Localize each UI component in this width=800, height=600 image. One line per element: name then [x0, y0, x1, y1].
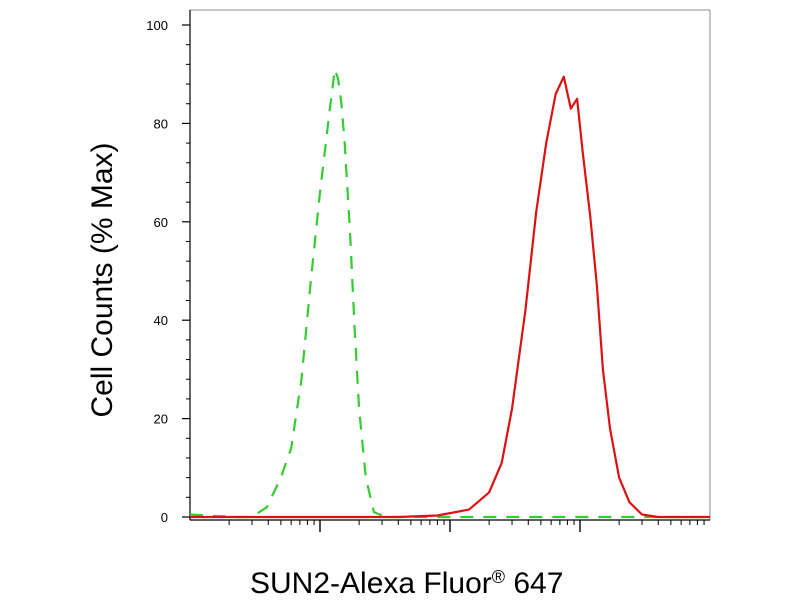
- plot-frame: [189, 9, 711, 521]
- histogram-series-2: [190, 75, 710, 519]
- y-tick-label-20: 20: [154, 412, 168, 427]
- y-tick-label-0: 0: [161, 510, 168, 525]
- x-axis-title-main: SUN2-Alexa Fluor: [250, 567, 492, 600]
- y-axis: 0 20 40 60 80 100: [146, 18, 190, 525]
- y-tick-label-100: 100: [146, 18, 168, 33]
- series-layer: [189, 68, 710, 519]
- y-axis-title: Cell Counts (% Max): [86, 142, 119, 417]
- histogram-series-1: [189, 68, 710, 519]
- x-axis-title: SUN2-Alexa Fluor® 647: [250, 567, 563, 600]
- x-axis: [228, 520, 705, 532]
- y-tick-label-60: 60: [154, 215, 168, 230]
- y-tick-label-40: 40: [154, 313, 168, 328]
- x-axis-title-suffix: 647: [505, 567, 563, 600]
- x-axis-title-registered-mark: ®: [492, 567, 505, 587]
- y-tick-label-80: 80: [154, 116, 168, 131]
